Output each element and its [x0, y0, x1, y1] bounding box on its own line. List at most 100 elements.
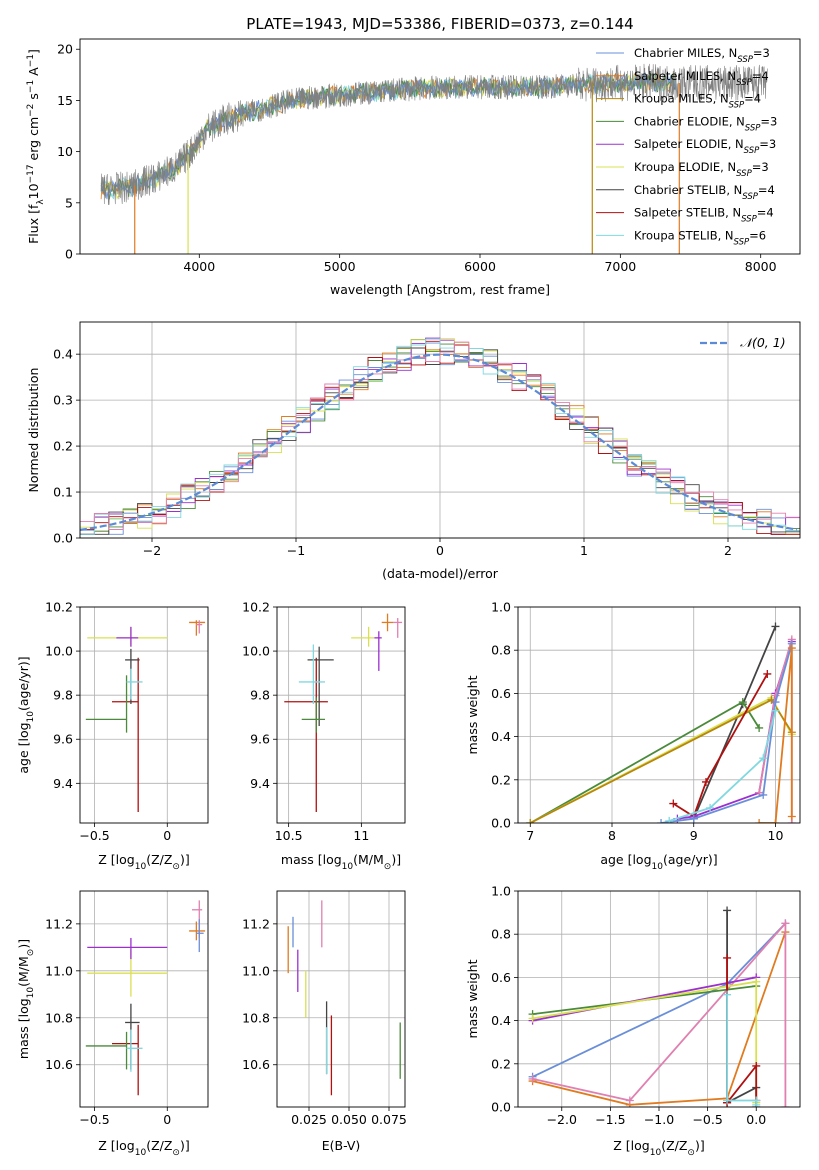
legend-label: Salpeter STELIB, NSSP=4 — [634, 206, 774, 225]
legend-label-sub: SSP — [736, 169, 752, 179]
y-axis-label-part: −1 — [26, 80, 36, 93]
x-axis-label-part: ⊙ — [384, 862, 392, 872]
mass-weight-marker — [723, 1096, 732, 1105]
x-tick-label: 8000 — [745, 259, 777, 274]
x-axis-label: mass [log10(M/M⊙)] — [281, 852, 401, 872]
x-tick-label: 4000 — [183, 259, 215, 274]
axes-frame — [79, 890, 209, 1108]
y-tick-label: 11.0 — [242, 963, 270, 978]
legend-label: Chabrier MILES, NSSP=3 — [634, 46, 770, 65]
legend-label-text: Salpeter ELODIE, N — [634, 137, 744, 151]
mass-weight-marker — [759, 790, 768, 799]
mass-weight-marker — [771, 698, 780, 707]
x-tick-label: −1 — [287, 543, 305, 558]
mass_vs_ebv-panel: 0.025 0.050 0.075 10.6 10.8 11.0 11.2 E(B-V) — [242, 890, 407, 1153]
y-tick-label: 10.0 — [45, 644, 73, 659]
axes-frame — [276, 890, 406, 1108]
y-axis-label-part: age [log — [16, 722, 31, 773]
mass-weight-marker — [781, 919, 790, 928]
mass-weight-line — [660, 643, 793, 823]
mass-weight-line — [668, 710, 777, 822]
y-tick-label: 0.2 — [53, 439, 73, 454]
mass-weight-marker — [752, 1100, 761, 1107]
y-axis-label-part: 10 — [26, 183, 41, 199]
mass_vs_Z-panel: −0.5 010.610.811.011.2Z [log10(Z/Z⊙)]mass… — [16, 890, 209, 1158]
y-axis-label-part: Flux [f — [26, 204, 41, 244]
x-tick-label: 0.075 — [371, 1112, 407, 1127]
y-tick-label: 20 — [57, 42, 73, 57]
y-tick-label: 10.0 — [242, 644, 270, 659]
y-axis-label: age [log10(age/yr)] — [16, 656, 36, 773]
mass-weight-marker — [738, 698, 747, 707]
y-tick-label: 9.6 — [53, 732, 73, 747]
mass-weight-marker — [689, 814, 698, 823]
legend-label: Salpeter MILES, NSSP=4 — [634, 69, 769, 88]
x-axis-label-part: Z [log — [98, 852, 134, 867]
legend-label-sub: SSP — [729, 101, 745, 111]
mass-weight-marker — [781, 1103, 790, 1107]
mass-weight-marker — [752, 1061, 761, 1070]
axes-frame — [517, 890, 801, 1108]
legend-label-sub: SSP — [741, 215, 757, 225]
legend-label: Salpeter ELODIE, NSSP=3 — [634, 137, 776, 156]
y-tick-label: 0.1 — [53, 485, 73, 500]
mass-weight-marker — [723, 906, 732, 915]
x-axis-label-part: Z [log — [98, 1138, 134, 1153]
x-axis-label-part: )] — [695, 1138, 705, 1153]
legend-label-sub: SSP — [737, 55, 753, 65]
x-tick-label: 0 — [163, 1112, 171, 1127]
x-axis-label-part: ⊙ — [687, 1148, 695, 1158]
x-tick-label: 7000 — [604, 259, 636, 274]
y-tick-label: 0.0 — [491, 1100, 511, 1115]
x-axis-label-part: (age/yr)] — [663, 852, 718, 867]
y-tick-label: 0.6 — [491, 686, 511, 701]
y-tick-label: 10.6 — [45, 1057, 73, 1072]
legend-label-text: Kroupa MILES, N — [634, 92, 729, 106]
x-tick-label: −0.5 — [692, 1112, 722, 1127]
y-axis-label-part: −17 — [26, 164, 36, 183]
legend-label-eq: =3 — [759, 137, 776, 151]
x-axis-label-part: ⊙ — [172, 862, 180, 872]
x-tick-label: 8 — [608, 828, 616, 843]
mass-weight-marker — [706, 803, 715, 812]
observed-spectrum-line — [100, 63, 768, 206]
x-tick-label: −1.0 — [644, 1112, 674, 1127]
y-tick-label: 0.2 — [491, 1056, 511, 1071]
legend-label: Chabrier ELODIE, NSSP=3 — [634, 114, 777, 133]
y-tick-label: 9.6 — [250, 732, 270, 747]
y-tick-label: 0.3 — [53, 393, 73, 408]
y-tick-label: 10.6 — [242, 1057, 270, 1072]
y-tick-label: 10.2 — [45, 600, 73, 615]
legend-label-eq: =6 — [749, 228, 766, 242]
mass-weight-marker — [625, 1096, 634, 1105]
x-tick-label: 7 — [526, 828, 534, 843]
y-axis-label-part: A — [26, 67, 41, 80]
y-axis-label-part: −1 — [26, 54, 36, 67]
axes-frame — [79, 321, 801, 539]
mass-weight-marker — [669, 799, 678, 808]
legend-label-eq: =3 — [752, 160, 769, 174]
x-tick-label: −1.5 — [595, 1112, 625, 1127]
legend-label-eq: =4 — [757, 206, 774, 220]
x-axis-label-part: (Z/Z — [661, 1138, 687, 1153]
y-tick-label: 10 — [57, 144, 73, 159]
mass-weight-marker — [528, 1074, 537, 1083]
y-axis-label-part: λ — [36, 199, 46, 205]
legend-label-eq: =3 — [753, 46, 770, 60]
legend-label-sub: SSP — [734, 237, 750, 247]
residuals-plot-area — [80, 337, 800, 535]
y-tick-label: 10.2 — [242, 600, 270, 615]
y-axis-label-part: ] — [26, 49, 41, 54]
mass-weight-marker — [759, 754, 768, 763]
mass-weight-line — [532, 976, 757, 1022]
x-tick-label: 0 — [436, 543, 444, 558]
y-axis-label-part: mass [log — [16, 998, 31, 1059]
spectrum-plot-area — [100, 63, 768, 254]
residual-histogram — [80, 341, 800, 535]
legend-label: Kroupa ELODIE, NSSP=3 — [634, 160, 769, 179]
mass-weight-marker — [665, 816, 674, 823]
y-axis-label-part: erg cm — [26, 117, 41, 165]
x-axis-label-part: (M/M — [353, 852, 384, 867]
y-tick-label: 0.4 — [491, 1013, 511, 1028]
y-tick-label: 10.8 — [45, 1010, 73, 1025]
